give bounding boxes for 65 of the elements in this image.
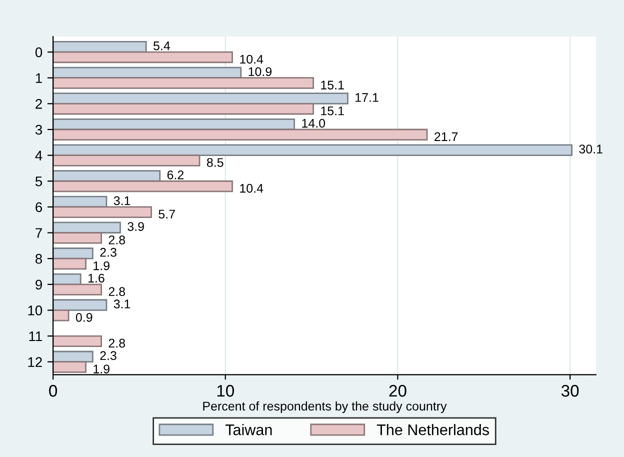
data-label: 2.8 [108,287,126,296]
y-tick-label: 7 [36,228,42,238]
bar [53,222,121,234]
y-tick-label: 3 [35,124,42,135]
data-label: 1.9 [94,364,110,374]
data-label: 1.9 [94,261,110,270]
data-label: 10.4 [240,54,264,64]
data-label: 10.9 [248,67,272,76]
data-label: 3.1 [114,300,130,308]
data-label: 10.4 [240,184,264,193]
data-label: 30.1 [579,144,602,154]
y-tick-label: 0 [35,47,42,58]
bar [53,299,108,311]
x-tick-label: 10 [217,384,234,397]
bar [53,310,70,322]
legend-label: The Netherlands [376,424,489,436]
bar [53,41,147,53]
y-tick-label: 6 [36,202,42,212]
y-tick-label: 10 [28,306,42,316]
y-tick-label: 1 [36,73,42,83]
data-label: 14.0 [302,118,326,128]
bar [53,206,152,218]
legend-label: Taiwan [225,424,272,436]
data-label: 5.4 [154,42,170,50]
data-label: 3.1 [114,196,130,206]
data-label: 6.2 [167,170,184,180]
data-label: 17.1 [356,93,378,102]
data-label: 15.1 [321,80,344,90]
bar [53,102,314,115]
y-tick-label: 2 [36,99,42,109]
y-tick-label: 9 [36,280,42,290]
bar [53,258,86,270]
y-tick-label: 5 [35,176,42,186]
bar [53,154,200,166]
bar [53,51,233,64]
data-label: 1.6 [88,274,104,283]
data-label: 21.7 [434,132,458,141]
data-label: 8.5 [206,158,224,167]
x-tick-label: 30 [561,384,579,397]
y-tick-label: 11 [29,331,42,342]
data-label: 5.7 [158,210,175,219]
data-label: 2.3 [100,351,116,360]
data-label: 2.3 [100,248,116,257]
bar [53,77,314,89]
bar [53,335,102,348]
bar [53,232,102,244]
bar [53,180,233,192]
x-tick-label: 20 [389,384,406,397]
bar [53,118,296,130]
data-label: 0.9 [76,312,92,322]
y-tick-label: 4 [35,150,42,160]
bar [53,284,102,296]
bar [53,144,572,156]
x-axis-title: Percent of respondents by the study country [203,401,447,414]
data-label: 15.1 [321,106,344,116]
bar [53,92,348,104]
x-tick-label: 0 [49,384,58,397]
data-label: 2.8 [108,236,126,244]
y-tick-label: 8 [36,254,42,264]
bar [53,361,86,373]
data-label: 3.9 [128,222,144,231]
data-label: 2.8 [108,338,126,348]
y-tick-label: 12 [28,357,42,367]
bar [53,128,428,141]
bar [53,248,94,260]
